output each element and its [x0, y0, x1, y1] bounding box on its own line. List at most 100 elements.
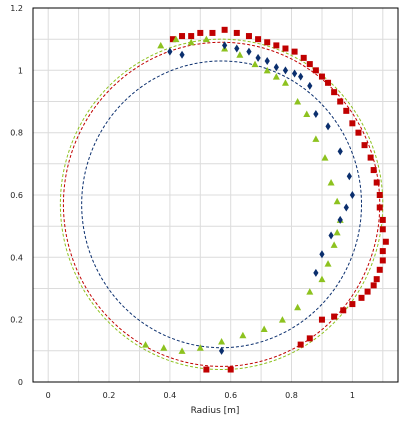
data-point-diamond — [291, 69, 298, 78]
data-point-triangle — [333, 228, 341, 236]
data-point-square — [255, 36, 262, 43]
data-point-square — [340, 307, 347, 314]
data-point-square — [361, 142, 368, 149]
data-point-triangle — [294, 98, 302, 105]
data-point-square — [343, 107, 350, 114]
data-point-square — [297, 341, 304, 348]
data-point-diamond — [337, 147, 343, 156]
data-point-square — [373, 179, 380, 186]
data-point-diamond — [319, 250, 325, 259]
data-point-triangle — [281, 79, 289, 86]
data-point-square — [379, 257, 386, 264]
data-point-diamond — [313, 109, 319, 118]
data-point-square — [282, 45, 289, 52]
y-tick-label: 0.8 — [10, 129, 23, 138]
y-tick-label: 0 — [18, 378, 23, 387]
y-tick-label: 0.4 — [10, 253, 23, 262]
data-point-diamond — [255, 53, 261, 62]
data-point-square — [331, 313, 338, 320]
data-point-triangle — [333, 197, 341, 205]
data-point-diamond — [167, 47, 173, 56]
data-point-square — [349, 301, 356, 308]
data-point-triangle — [178, 347, 186, 354]
data-point-diamond — [337, 215, 343, 224]
data-point-square — [355, 129, 362, 136]
data-point-triangle — [327, 179, 335, 186]
data-point-triangle — [196, 344, 204, 351]
data-point-diamond — [218, 346, 225, 355]
data-point-square — [370, 282, 377, 289]
data-point-square — [233, 29, 240, 36]
data-point-diamond — [179, 50, 185, 59]
data-point-square — [358, 294, 365, 301]
data-point-triangle — [218, 337, 226, 345]
data-point-triangle — [260, 325, 268, 333]
fitted-circle — [81, 60, 362, 349]
data-point-triangle — [239, 331, 247, 339]
data-point-triangle — [157, 41, 165, 49]
data-point-square — [273, 42, 280, 49]
data-point-triangle — [263, 66, 271, 74]
data-point-triangle — [278, 316, 286, 323]
data-point-square — [370, 167, 377, 174]
data-point-triangle — [318, 275, 326, 283]
x-axis-label: Radius [m] — [191, 406, 240, 416]
data-point-square — [349, 120, 356, 127]
data-point-square — [306, 335, 313, 342]
data-point-diamond — [282, 66, 289, 75]
y-tick-label: 1 — [18, 66, 23, 75]
data-point-square — [337, 98, 344, 105]
data-point-triangle — [330, 241, 338, 248]
data-point-triangle — [172, 35, 180, 43]
data-point-triangle — [202, 35, 210, 43]
data-point-square — [379, 226, 386, 233]
data-point-square — [382, 238, 389, 245]
data-point-square — [188, 33, 195, 40]
data-point-square — [376, 204, 383, 211]
data-point-square — [367, 154, 374, 161]
tick-labels: 0 0.2 0.4 0.6 0.8 1 0 0.2 0.4 0.6 0.8 1 1.2 — [10, 4, 355, 400]
data-point-square — [373, 276, 380, 283]
data-point-triangle — [160, 344, 168, 351]
y-tick-label: 1.2 — [10, 4, 23, 13]
data-point-square — [379, 248, 386, 255]
data-point-diamond — [313, 268, 319, 277]
data-point-triangle — [294, 303, 302, 311]
data-point-square — [376, 266, 383, 273]
data-point-square — [203, 366, 210, 373]
data-point-diamond — [328, 231, 334, 240]
y-tick-label: 0.6 — [10, 191, 23, 200]
data-point-diamond — [343, 203, 349, 212]
data-point-square — [312, 67, 319, 74]
data-point-square — [300, 54, 307, 61]
data-point-square — [221, 26, 228, 33]
data-point-square — [209, 29, 216, 36]
x-tick-label: 0.2 — [103, 391, 116, 400]
data-point-square — [291, 48, 298, 55]
data-point-diamond — [298, 72, 304, 81]
plot-frame — [32, 7, 399, 383]
data-points — [142, 26, 389, 373]
fitted-circle — [59, 38, 384, 371]
data-point-triangle — [306, 288, 314, 295]
data-point-diamond — [273, 63, 279, 72]
data-point-square — [245, 33, 252, 40]
x-tick-label: 0 — [46, 391, 51, 400]
data-point-square — [318, 73, 325, 80]
data-point-diamond — [325, 122, 331, 131]
x-tick-label: 1 — [350, 391, 355, 400]
data-point-diamond — [346, 172, 352, 181]
x-tick-label: 0.8 — [285, 391, 298, 400]
data-point-diamond — [222, 41, 228, 50]
data-point-triangle — [321, 154, 329, 161]
data-point-diamond — [264, 56, 270, 65]
data-point-diamond — [307, 81, 313, 90]
data-point-diamond — [234, 44, 240, 53]
data-point-triangle — [272, 73, 280, 80]
grid-layer — [33, 7, 398, 383]
data-point-square — [376, 192, 383, 198]
data-point-square — [364, 288, 371, 295]
data-point-square — [264, 39, 271, 46]
data-point-triangle — [303, 110, 311, 117]
